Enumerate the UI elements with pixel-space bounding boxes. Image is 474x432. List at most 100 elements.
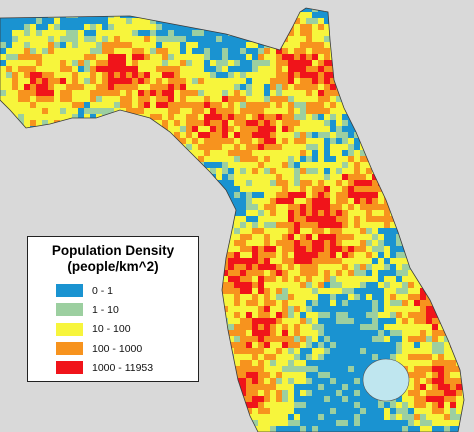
density-cell — [348, 228, 354, 234]
density-cell — [306, 144, 312, 150]
density-cell — [264, 8, 270, 12]
density-cell — [318, 18, 324, 24]
density-cell — [102, 8, 108, 12]
density-cell — [288, 8, 294, 12]
density-cell — [294, 60, 300, 66]
density-cell — [360, 258, 366, 264]
density-cell — [270, 318, 276, 324]
density-cell — [48, 204, 54, 210]
density-cell — [12, 66, 18, 72]
density-cell — [84, 72, 90, 78]
density-cell — [438, 348, 444, 354]
density-cell — [246, 348, 252, 354]
density-cell — [288, 294, 294, 300]
density-cell — [114, 144, 120, 150]
density-cell — [282, 384, 288, 390]
density-cell — [342, 108, 348, 114]
density-cell — [162, 210, 168, 216]
density-cell — [348, 252, 354, 258]
density-cell — [162, 228, 168, 234]
density-cell — [258, 354, 264, 360]
density-cell — [270, 180, 276, 186]
density-cell — [264, 324, 270, 330]
density-cell — [138, 132, 144, 138]
density-cell — [174, 78, 180, 84]
density-cell — [234, 240, 240, 246]
density-cell — [354, 36, 360, 42]
density-cell — [102, 168, 108, 174]
density-cell — [324, 96, 330, 102]
density-cell — [324, 258, 330, 264]
density-cell — [456, 306, 462, 312]
density-cell — [276, 420, 282, 426]
density-cell — [294, 198, 300, 204]
density-cell — [456, 282, 462, 288]
density-cell — [36, 120, 42, 126]
density-cell — [408, 42, 414, 48]
density-cell — [156, 96, 162, 102]
density-cell — [330, 198, 336, 204]
density-cell — [336, 42, 342, 48]
density-cell — [402, 294, 408, 300]
density-cell — [246, 384, 252, 390]
density-cell — [360, 156, 366, 162]
density-cell — [426, 252, 432, 258]
density-cell — [276, 198, 282, 204]
density-cell — [288, 222, 294, 228]
density-cell — [312, 174, 318, 180]
density-cell — [120, 402, 126, 408]
density-cell — [246, 396, 252, 402]
density-cell — [450, 78, 456, 84]
density-cell — [168, 156, 174, 162]
density-cell — [258, 360, 264, 366]
density-cell — [390, 294, 396, 300]
density-cell — [204, 114, 210, 120]
density-cell — [270, 84, 276, 90]
density-cell — [96, 108, 102, 114]
density-cell — [78, 36, 84, 42]
density-cell — [222, 414, 228, 420]
density-cell — [456, 288, 462, 294]
density-cell — [294, 246, 300, 252]
density-cell — [198, 138, 204, 144]
density-cell — [276, 120, 282, 126]
density-cell — [180, 138, 186, 144]
density-cell — [138, 48, 144, 54]
density-cell — [312, 204, 318, 210]
density-cell — [216, 222, 222, 228]
density-cell — [300, 24, 306, 30]
density-cell — [210, 384, 216, 390]
density-cell — [78, 384, 84, 390]
density-cell — [408, 168, 414, 174]
density-cell — [108, 90, 114, 96]
density-cell — [204, 120, 210, 126]
density-cell — [384, 252, 390, 258]
density-cell — [336, 48, 342, 54]
density-cell — [234, 318, 240, 324]
density-cell — [402, 336, 408, 342]
density-cell — [330, 342, 336, 348]
density-cell — [396, 210, 402, 216]
density-cell — [240, 258, 246, 264]
density-cell — [402, 282, 408, 288]
density-cell — [30, 96, 36, 102]
density-cell — [276, 258, 282, 264]
density-cell — [348, 66, 354, 72]
density-cell — [366, 162, 372, 168]
legend-title-line1: Population Density — [51, 243, 175, 258]
density-cell — [330, 138, 336, 144]
density-cell — [312, 78, 318, 84]
density-cell — [414, 126, 420, 132]
density-cell — [138, 90, 144, 96]
density-cell — [258, 306, 264, 312]
density-cell — [366, 240, 372, 246]
density-cell — [84, 120, 90, 126]
density-cell — [306, 114, 312, 120]
density-cell — [168, 36, 174, 42]
density-cell — [264, 312, 270, 318]
density-cell — [282, 198, 288, 204]
density-cell — [318, 216, 324, 222]
density-cell — [18, 48, 24, 54]
density-cell — [288, 390, 294, 396]
density-cell — [108, 36, 114, 42]
